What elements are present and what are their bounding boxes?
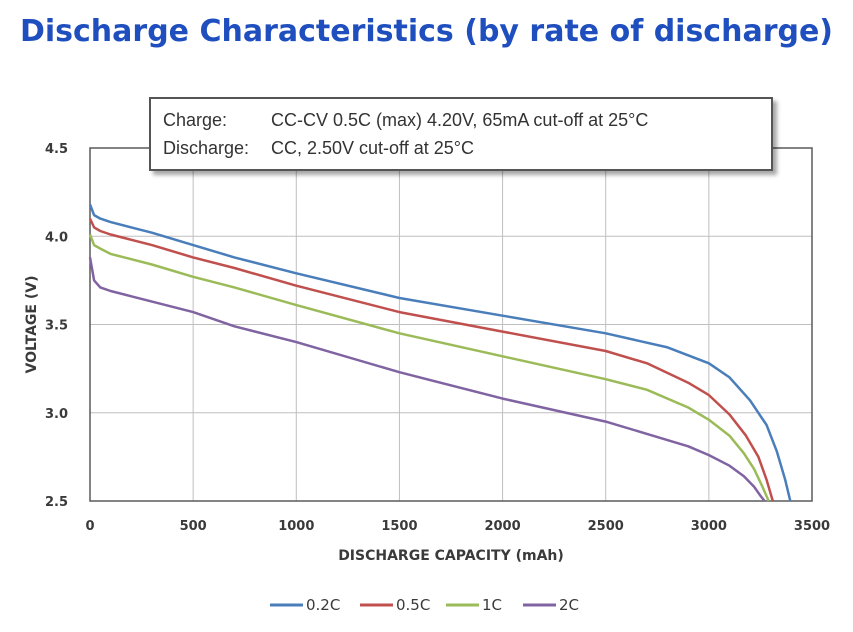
legend-label-2C: 2C — [559, 596, 579, 614]
y-tick-labels: 2.5 3.0 3.5 4.0 4.5 — [45, 142, 68, 510]
charge-condition-row: Charge: CC-CV 0.5C (max) 4.20V, 65mA cut-… — [163, 107, 648, 133]
y-tick-label: 3.0 — [45, 407, 68, 422]
discharge-text: CC, 2.50V cut-off at 25°C — [271, 138, 474, 158]
series-line-1C — [88, 234, 770, 502]
x-tick-label: 3000 — [691, 519, 727, 534]
series-lines — [88, 204, 792, 502]
x-tick-label: 1000 — [278, 519, 314, 534]
x-tick-label: 2000 — [484, 519, 520, 534]
test-conditions-box: Charge: CC-CV 0.5C (max) 4.20V, 65mA cut-… — [149, 97, 773, 171]
legend: 0.2C 0.5C 1C 2C — [270, 596, 579, 614]
legend-label-0.5C: 0.5C — [396, 596, 430, 614]
grid-lines — [90, 148, 812, 501]
x-tick-label: 2500 — [588, 519, 624, 534]
series-line-2C — [88, 257, 766, 502]
x-tick-label: 0 — [85, 519, 94, 534]
legend-label-1C: 1C — [482, 596, 502, 614]
y-axis-title: VOLTAGE (V) — [24, 276, 40, 374]
x-tick-label: 1500 — [381, 519, 417, 534]
x-axis-title: DISCHARGE CAPACITY (mAh) — [338, 548, 564, 564]
y-tick-label: 2.5 — [45, 495, 68, 510]
series-line-0.2C — [88, 204, 792, 502]
y-tick-label: 4.0 — [45, 230, 68, 245]
charge-label: Charge: — [163, 110, 228, 130]
legend-label-0.2C: 0.2C — [306, 596, 340, 614]
x-tick-label: 500 — [180, 519, 207, 534]
x-tick-labels: 0 500 1000 1500 2000 2500 3000 3500 — [85, 519, 830, 534]
chart-title: Discharge Characteristics (by rate of di… — [19, 14, 834, 49]
charge-text: CC-CV 0.5C (max) 4.20V, 65mA cut-off at … — [271, 110, 649, 130]
y-tick-label: 3.5 — [45, 319, 68, 334]
series-line-0.5C — [88, 218, 774, 502]
discharge-label: Discharge: — [163, 138, 250, 158]
y-tick-label: 4.5 — [45, 142, 68, 157]
x-tick-label: 3500 — [794, 519, 830, 534]
discharge-condition-row: Discharge: CC, 2.50V cut-off at 25°C — [163, 135, 474, 161]
